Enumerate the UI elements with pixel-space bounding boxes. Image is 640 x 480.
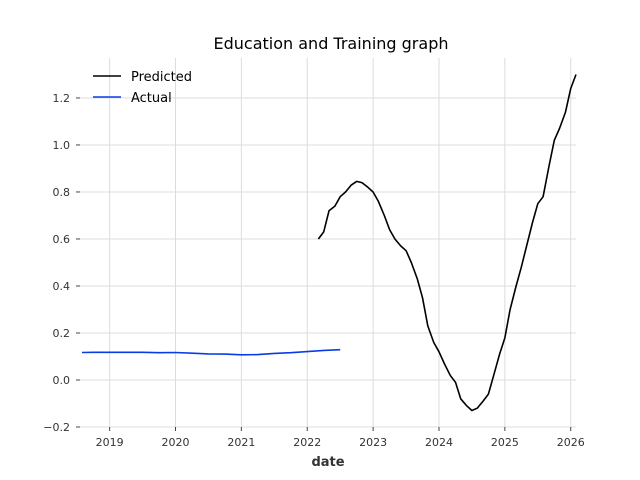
x-tick-label: 2019	[96, 436, 124, 449]
legend: Predicted Actual	[93, 70, 192, 106]
x-axis-label: date	[311, 455, 344, 470]
y-tick-label: 0.4	[53, 280, 71, 293]
series-line-predicted	[317, 74, 577, 412]
y-tick-label: 0.8	[53, 186, 71, 199]
y-tick-label: 0.2	[53, 327, 71, 340]
legend-label-actual: Actual	[131, 91, 172, 106]
y-tick-label: 1.0	[53, 139, 71, 152]
y-tick-label: −0.2	[43, 421, 70, 434]
y-axis-ticks: −0.2 0.0 0.2 0.4 0.6 0.8 1.0 1.2	[43, 92, 80, 434]
y-tick-label: 0.0	[53, 374, 71, 387]
x-tick-label: 2020	[162, 436, 190, 449]
x-axis-ticks: 2019 2020 2021 2022 2023 2024 2025 2026	[96, 427, 585, 449]
series-line-actual	[81, 348, 341, 356]
y-tick-label: 0.6	[53, 233, 71, 246]
legend-label-predicted: Predicted	[131, 70, 192, 85]
x-tick-label: 2023	[359, 436, 387, 449]
x-tick-label: 2026	[557, 436, 585, 449]
x-tick-label: 2021	[227, 436, 255, 449]
y-tick-label: 1.2	[53, 92, 71, 105]
x-tick-label: 2022	[293, 436, 321, 449]
chart-title: Education and Training graph	[214, 34, 449, 53]
series-lines	[81, 74, 577, 412]
x-tick-label: 2025	[491, 436, 519, 449]
x-tick-label: 2024	[425, 436, 453, 449]
grid	[80, 58, 576, 428]
